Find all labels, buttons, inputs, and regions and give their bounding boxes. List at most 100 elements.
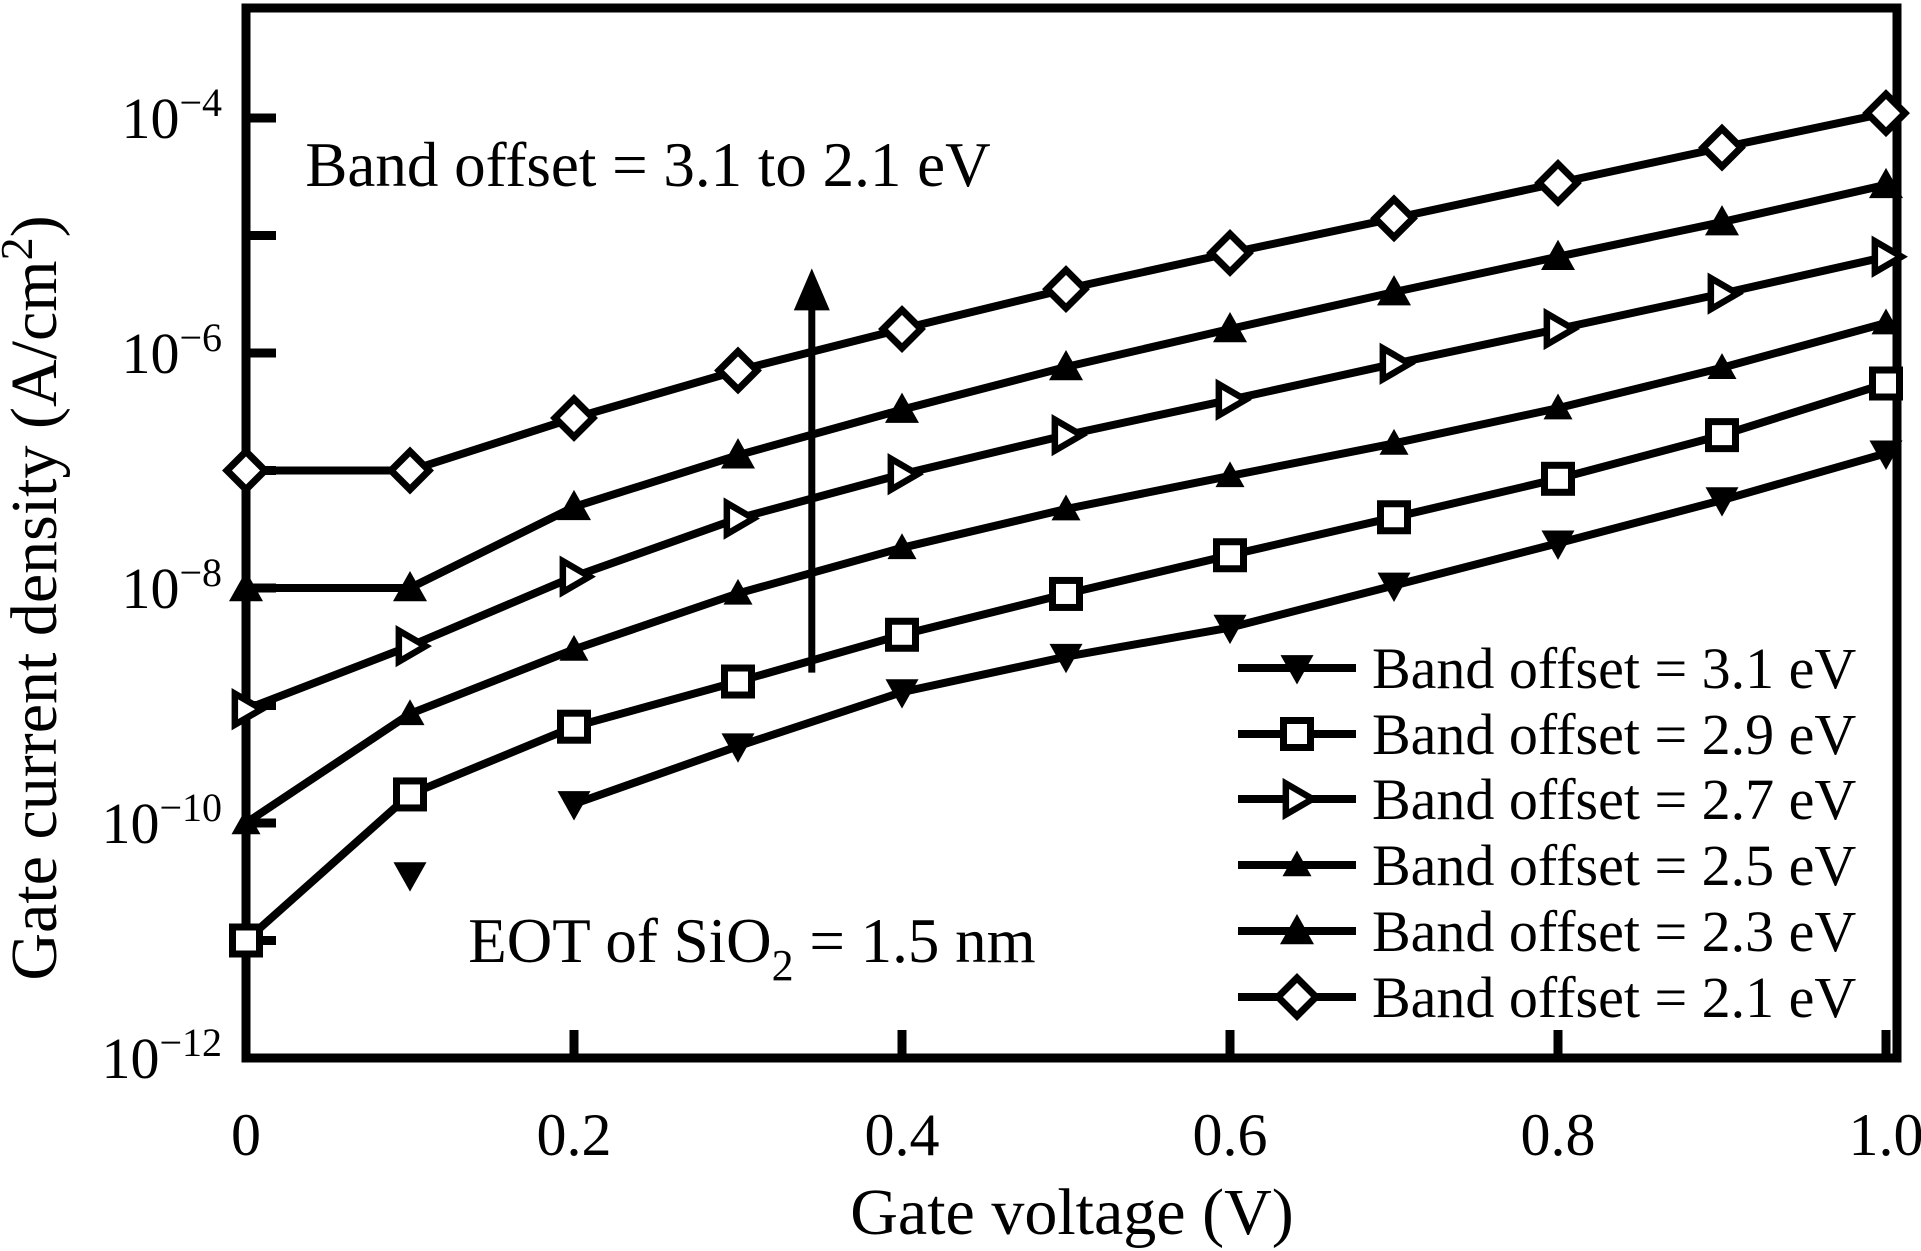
triangle-up-marker xyxy=(393,571,427,602)
triangle-up-marker xyxy=(231,808,261,835)
x-tick-label: 0.8 xyxy=(1521,1102,1596,1168)
diamond-marker xyxy=(1534,159,1582,207)
series-band-offset-3.1 xyxy=(393,440,1903,892)
x-tick-label: 0.6 xyxy=(1193,1102,1268,1168)
square-marker xyxy=(721,664,755,699)
arrow-head xyxy=(793,268,830,311)
legend-label: Band offset = 2.1 eV xyxy=(1372,965,1856,1030)
square-marker xyxy=(1213,538,1247,573)
x-tick-label: 1.0 xyxy=(1849,1102,1921,1168)
legend-entry-3.1: Band offset = 3.1 eV xyxy=(1238,636,1856,701)
triangle-up-marker xyxy=(1280,914,1314,945)
diamond-marker xyxy=(550,394,598,442)
series-band-offset-2.1 xyxy=(222,89,1910,495)
y-axis-title: Gate current density (A/cm2) xyxy=(0,215,71,980)
triangle-right-marker xyxy=(1282,777,1319,821)
x-axis-title: Gate voltage (V) xyxy=(850,1176,1293,1249)
triangle-up-marker xyxy=(1213,312,1247,343)
triangle-up-marker xyxy=(557,489,591,521)
triangle-down-marker xyxy=(1280,655,1314,685)
triangle-up-marker xyxy=(1215,461,1245,488)
triangle-right-marker xyxy=(1379,342,1416,385)
arrow-annotation xyxy=(793,268,830,673)
y-tick-labels: 10−4 10−6 10−8 10−10 10−12 xyxy=(101,80,222,1091)
y-tick-label: 10−8 xyxy=(121,550,222,621)
y-tick-label: 10−6 xyxy=(121,315,222,386)
triangle-down-marker xyxy=(1705,487,1739,517)
triangle-up-marker xyxy=(1543,393,1573,420)
legend-label: Band offset = 2.9 eV xyxy=(1372,702,1856,767)
series-band-offset-2.7 xyxy=(231,235,1908,731)
square-marker xyxy=(1377,500,1411,535)
diamond-marker xyxy=(386,446,434,495)
triangle-up-marker xyxy=(721,438,755,469)
title-annotation: Band offset = 3.1 to 2.1 eV xyxy=(305,130,990,200)
triangle-down-marker xyxy=(885,679,919,709)
x-tick-label: 0.2 xyxy=(537,1102,612,1168)
y-axis-label: Gate current density (A/cm2) xyxy=(0,215,71,980)
triangle-right-marker xyxy=(395,624,432,668)
triangle-right-marker xyxy=(1871,235,1908,278)
plot-frame xyxy=(241,3,1902,1063)
triangle-right-marker xyxy=(1215,378,1252,421)
legend-label: Band offset = 2.5 eV xyxy=(1372,833,1856,898)
triangle-up-marker xyxy=(885,392,919,423)
eot-annotation: EOT of SiO2 = 1.5 nm xyxy=(468,906,1035,990)
triangle-right-marker xyxy=(887,453,924,496)
triangle-right-marker xyxy=(723,497,760,540)
square-marker xyxy=(1541,461,1575,496)
diamond-marker xyxy=(1370,194,1418,243)
triangle-up-marker xyxy=(395,699,425,726)
triangle-down-marker xyxy=(557,791,591,821)
diamond-marker xyxy=(1042,265,1090,314)
triangle-up-marker xyxy=(1541,239,1575,270)
square-marker xyxy=(393,777,427,812)
square-marker xyxy=(557,709,591,744)
triangle-up-marker xyxy=(1705,205,1739,236)
x-tick-labels: 0 0.2 0.4 0.6 0.8 1.0 xyxy=(231,1102,1921,1168)
triangle-down-marker xyxy=(1377,572,1411,603)
diamond-marker xyxy=(1273,973,1321,1021)
y-tick-label: 10−12 xyxy=(101,1020,222,1091)
triangle-right-marker xyxy=(1543,307,1580,351)
legend-entry-2.7: Band offset = 2.7 eV xyxy=(1238,767,1856,832)
triangle-up-marker xyxy=(887,533,917,560)
triangle-up-marker xyxy=(229,571,263,602)
triangle-down-marker xyxy=(1541,530,1575,560)
diamond-marker xyxy=(1206,229,1254,277)
triangle-up-marker xyxy=(1707,353,1737,379)
diamond-marker xyxy=(1862,89,1910,138)
legend-entry-2.5: Band offset = 2.5 eV xyxy=(1238,833,1856,898)
x-tick-label: 0.4 xyxy=(865,1102,940,1168)
eot-text: EOT of SiO2 = 1.5 nm xyxy=(468,906,1035,990)
triangle-right-marker xyxy=(1051,413,1088,457)
triangle-up-marker xyxy=(1051,494,1081,521)
triangle-up-marker xyxy=(559,634,589,661)
diamond-marker xyxy=(222,446,270,495)
square-marker xyxy=(1705,418,1739,453)
triangle-up-marker xyxy=(1871,308,1901,335)
y-tick-label: 10−10 xyxy=(101,785,222,856)
diamond-marker xyxy=(878,305,926,353)
square-marker xyxy=(1869,366,1903,401)
legend-label: Band offset = 2.7 eV xyxy=(1372,767,1856,832)
triangle-down-marker xyxy=(393,862,427,892)
triangle-right-marker xyxy=(1707,272,1744,315)
triangle-up-marker xyxy=(1282,850,1312,877)
legend-entry-2.1: Band offset = 2.1 eV xyxy=(1238,965,1856,1030)
triangle-up-marker xyxy=(1379,428,1409,455)
legend-label: Band offset = 3.1 eV xyxy=(1372,636,1856,701)
legend-label: Band offset = 2.3 eV xyxy=(1372,899,1856,964)
series-band-offset-2.5 xyxy=(231,308,1901,835)
diamond-marker xyxy=(1698,123,1746,172)
triangle-up-marker xyxy=(1049,350,1083,381)
series-band-offset-2.3 xyxy=(229,167,1903,602)
triangle-down-marker xyxy=(1213,614,1247,645)
data-series xyxy=(222,89,1910,958)
triangle-right-marker xyxy=(559,555,596,598)
diamond-marker xyxy=(714,346,762,395)
square-marker xyxy=(229,923,263,958)
